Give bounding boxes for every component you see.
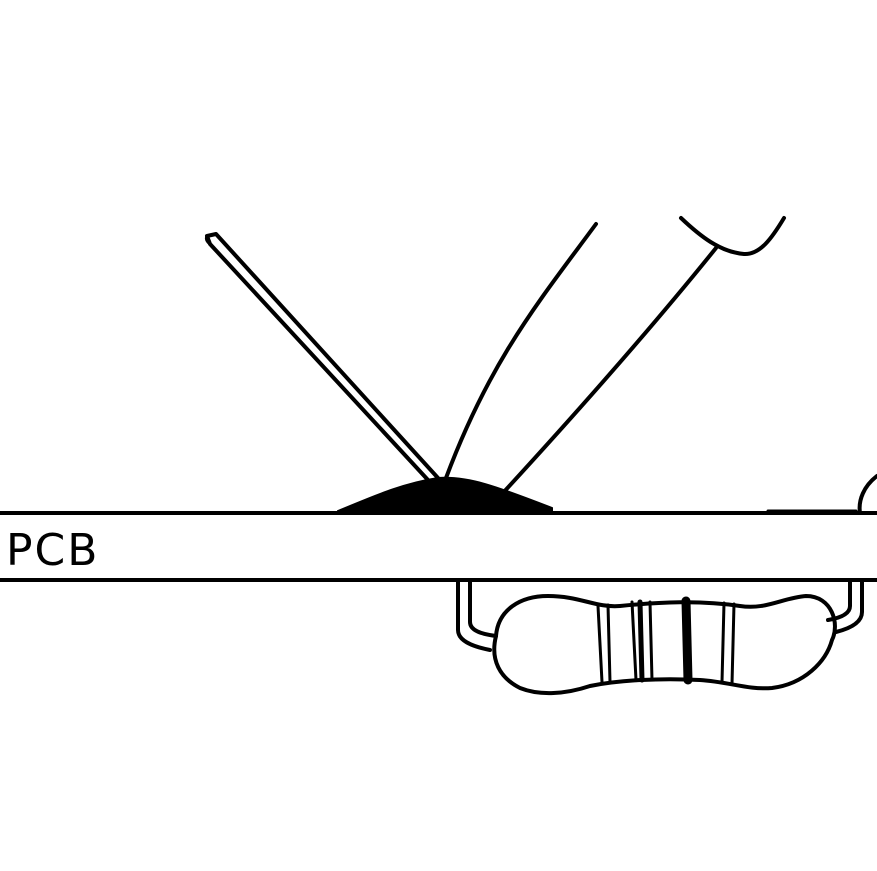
solder-joint <box>337 476 553 513</box>
solder-wire <box>204 232 440 482</box>
resistor-lead-right-top <box>857 474 877 515</box>
pcb-board <box>0 509 877 582</box>
resistor-band-2 <box>630 600 638 682</box>
resistor <box>456 580 864 696</box>
resistor-band-4 <box>720 601 726 684</box>
resistor-band-2c <box>648 600 654 682</box>
resistor-band-1b <box>606 603 612 684</box>
resistor-band-3 <box>681 596 693 685</box>
resistor-band-2b <box>637 599 645 683</box>
soldering-iron-tip <box>444 216 786 496</box>
resistor-band-1 <box>596 604 604 684</box>
resistor-band-4b <box>730 602 736 686</box>
pcb-label: PCB <box>6 525 99 576</box>
